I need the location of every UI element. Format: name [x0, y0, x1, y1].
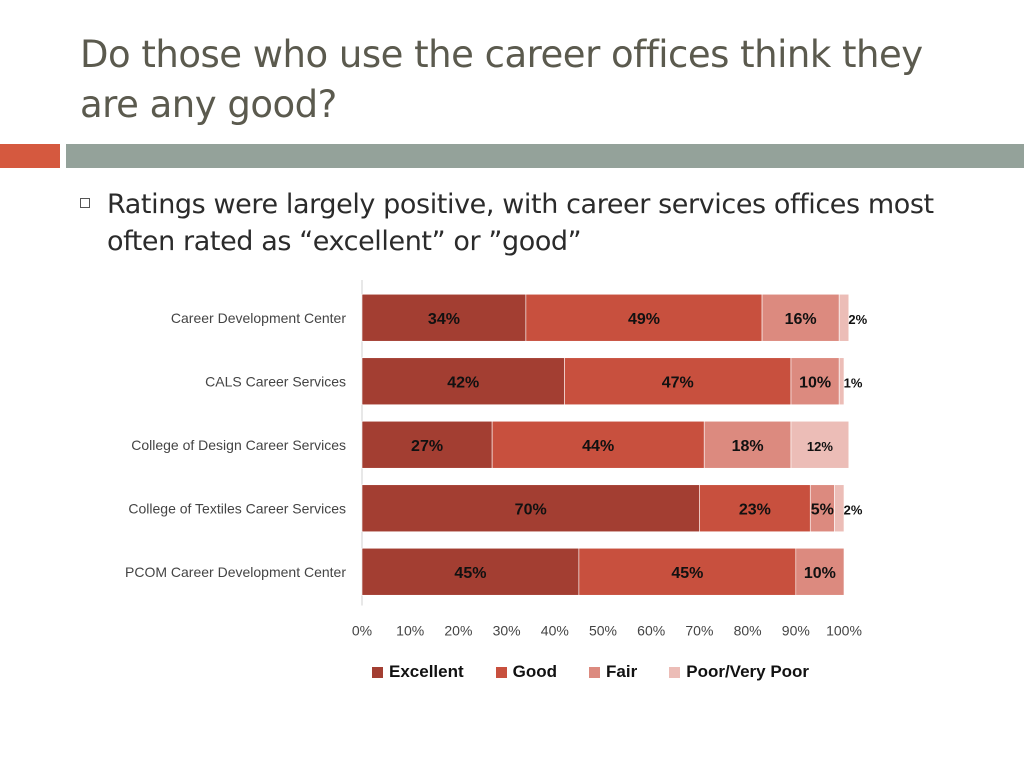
x-tick-label: 70% [685, 623, 713, 639]
bullet-text: Ratings were largely positive, with care… [107, 189, 934, 257]
legend-label: Good [512, 662, 558, 681]
data-label: 1% [844, 375, 863, 390]
data-label: 34% [428, 311, 460, 328]
bullet-square-icon [80, 198, 90, 208]
x-tick-label: 30% [493, 623, 521, 639]
x-tick-label: 10% [396, 623, 424, 639]
category-label: Career Development Center [171, 310, 346, 326]
bar-segment-fair [809, 484, 835, 533]
bar-segment-poor-very-poor [790, 420, 850, 469]
category-label: College of Design Career Services [131, 437, 346, 453]
legend-label: Poor/Very Poor [686, 662, 810, 681]
data-label: 45% [671, 565, 703, 582]
category-label: CALS Career Services [205, 373, 346, 389]
data-label: 23% [739, 501, 771, 518]
data-label: 16% [785, 311, 817, 328]
accent-bar-right [66, 144, 1024, 168]
stacked-bar-chart: Career Development Center 34% 49% 16% 2% CALS… [125, 280, 868, 639]
category-label: College of Textiles Career Services [128, 500, 346, 516]
bar-segment-poor-very-poor [834, 484, 845, 533]
bar-segment-good [491, 420, 705, 469]
data-label: 45% [454, 565, 486, 582]
bar-segment-excellent [361, 420, 493, 469]
bar-segment-excellent [361, 293, 527, 342]
bar-segment-fair [703, 420, 792, 469]
data-label: 70% [515, 501, 547, 518]
x-tick-label: 80% [734, 623, 762, 639]
data-label: 42% [447, 374, 479, 391]
data-label: 2% [844, 502, 863, 517]
data-label: 2% [848, 312, 867, 327]
bar-segment-excellent [361, 547, 580, 596]
x-tick-label: 0% [352, 623, 372, 639]
x-tick-label: 60% [637, 623, 665, 639]
bar-segment-good [578, 547, 797, 596]
legend-swatch [669, 666, 681, 678]
legend-item: Fair [589, 662, 637, 682]
legend-swatch [589, 666, 601, 678]
bar-segment-poor-very-poor [838, 357, 845, 406]
category-label: PCOM Career Development Center [125, 564, 346, 580]
legend-swatch [495, 666, 507, 678]
legend-item: Good [495, 662, 558, 682]
data-label: 44% [582, 438, 614, 455]
legend-label: Fair [606, 662, 638, 681]
legend-item: Poor/Very Poor [669, 662, 809, 682]
x-tick-label: 90% [782, 623, 810, 639]
bar-segment-poor-very-poor [838, 293, 850, 342]
data-label: 18% [732, 438, 764, 455]
chart-legend: Excellent Good Fair Poor/Very Poor [372, 660, 841, 684]
bar-segment-fair [761, 293, 840, 342]
accent-bar-left [0, 144, 60, 168]
data-label: 47% [662, 374, 694, 391]
bar-segment-fair [795, 547, 845, 596]
slide-title: Do those who use the career offices thin… [80, 33, 923, 126]
data-label: 27% [411, 438, 443, 455]
legend-swatch [372, 666, 383, 678]
data-label: 5% [811, 501, 834, 518]
data-label: 10% [804, 565, 836, 582]
data-label: 10% [799, 374, 831, 391]
legend-item: Excellent [372, 662, 464, 682]
bar-segment-fair [790, 357, 840, 406]
bar-segment-good [525, 293, 763, 342]
bar-segment-good [699, 484, 811, 533]
data-label: 49% [628, 311, 660, 328]
x-tick-label: 50% [589, 623, 617, 639]
x-tick-label: 20% [444, 623, 472, 639]
x-tick-label: 100% [826, 623, 862, 639]
data-label: 12% [807, 439, 833, 454]
bar-segment-excellent [361, 484, 700, 533]
x-tick-label: 40% [541, 623, 569, 639]
legend-label: Excellent [389, 662, 464, 681]
